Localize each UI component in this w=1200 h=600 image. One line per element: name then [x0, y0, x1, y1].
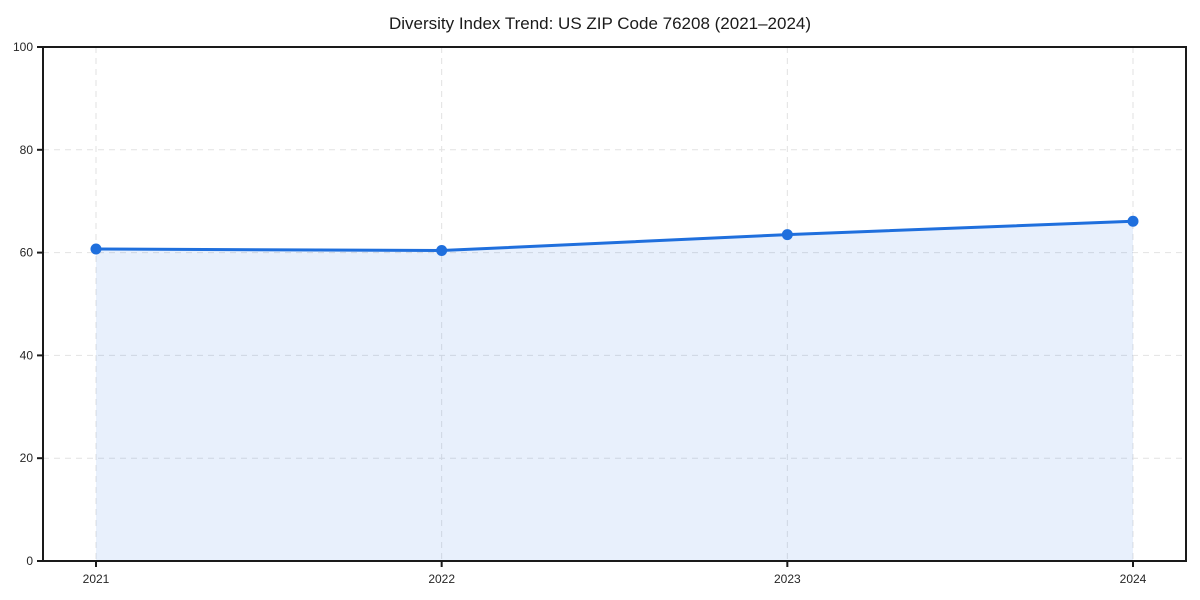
- x-tick-label: 2023: [774, 572, 801, 586]
- y-tick-label: 80: [20, 143, 34, 157]
- plot-border: [42, 46, 1187, 562]
- series-area-fill: [96, 221, 1133, 561]
- x-tick-label: 2022: [428, 572, 455, 586]
- data-point-2022: [436, 245, 448, 257]
- y-tick-label: 0: [26, 554, 33, 568]
- chart-title: Diversity Index Trend: US ZIP Code 76208…: [388, 14, 812, 33]
- x-tick-label: 2021: [83, 572, 110, 586]
- y-tick-label: 40: [20, 348, 34, 362]
- x-tick-label: 2024: [1120, 572, 1147, 586]
- data-point-2024: [1127, 215, 1139, 227]
- data-point-2021: [90, 243, 102, 255]
- data-point-2023: [781, 229, 793, 241]
- y-tick-label: 100: [13, 40, 33, 54]
- series-line: [94, 219, 1135, 253]
- y-tick-label: 20: [20, 451, 34, 465]
- y-tick-label: 60: [20, 246, 34, 260]
